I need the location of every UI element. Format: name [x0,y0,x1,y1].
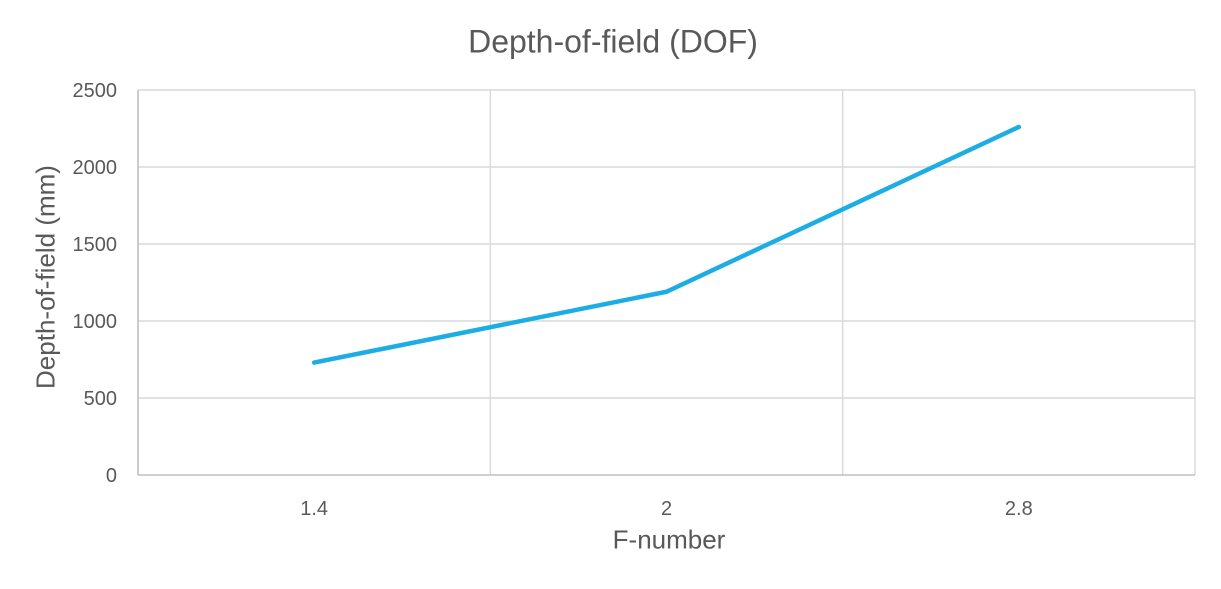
y-tick-label: 2000 [73,157,118,179]
y-tick-label: 1000 [73,311,118,333]
x-axis-title: F-number [612,524,726,555]
vertical-gridlines [489,90,1196,475]
horizontal-gridlines [138,89,1195,399]
y-tick-label: 1500 [73,234,118,256]
dof-series-line [311,124,1022,365]
series-line [311,124,1022,365]
x-tick-label: 2.8 [1005,498,1033,520]
y-tick-label: 2500 [73,80,118,102]
y-tick-labels: 0 500 1000 1500 2000 2500 [73,80,118,487]
chart-title: Depth-of-field (DOF) [468,23,758,60]
x-tick-label: 1.4 [300,498,328,520]
axis-lines [137,90,1195,476]
y-tick-label: 500 [84,388,117,410]
x-tick-labels: 1.4 2 2.8 [300,498,1032,520]
x-tick-label: 2 [661,498,672,520]
y-tick-label: 0 [106,465,117,487]
